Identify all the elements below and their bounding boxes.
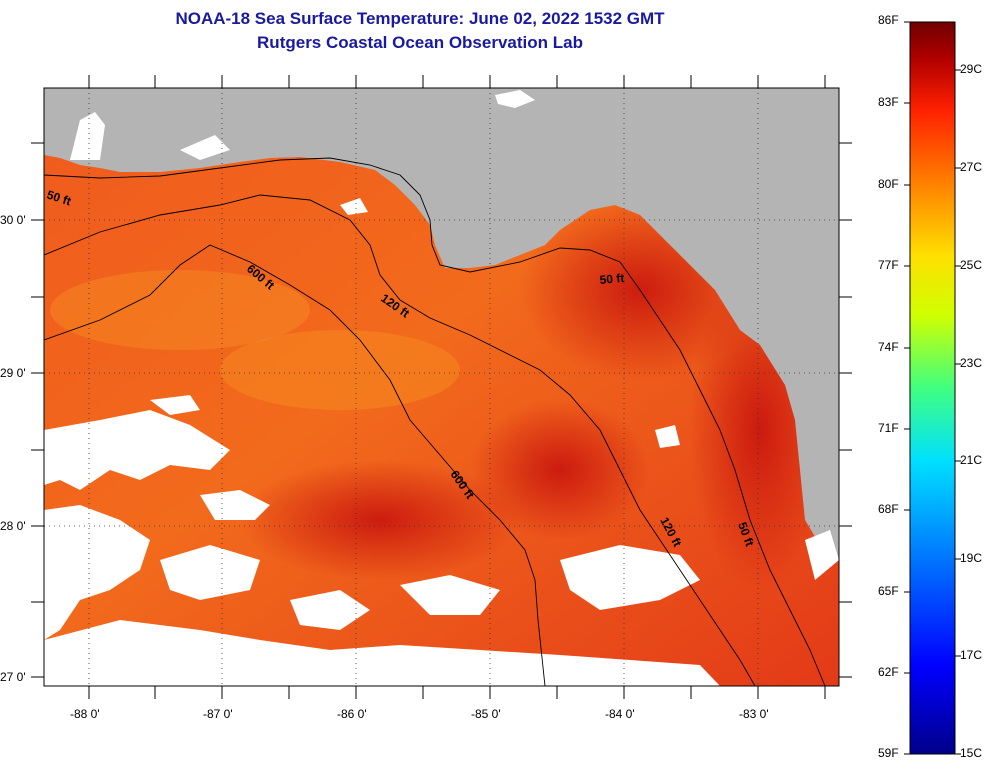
colorbar-label-c: 21C <box>960 453 983 467</box>
colorbar-label-c: 27C <box>960 160 983 174</box>
land-north <box>44 88 839 560</box>
colorbar-label-c: 19C <box>960 551 983 565</box>
lat-label: 28 0' <box>0 519 26 533</box>
colorbar-label-f: 80F <box>878 177 899 191</box>
cloud-cover <box>44 198 720 686</box>
lon-label: -86 0' <box>337 707 367 721</box>
bathymetry-contours <box>44 157 826 686</box>
colorbar-label-f: 59F <box>878 746 899 760</box>
colorbar-label-f: 62F <box>878 665 899 679</box>
colorbar-label-f: 77F <box>878 258 899 272</box>
colorbar-label-c: 29C <box>960 62 983 76</box>
lon-label: -88 0' <box>70 707 100 721</box>
colorbar-label-f: 86F <box>878 13 899 27</box>
colorbar-label-f: 74F <box>878 340 899 354</box>
contour-label: 50 ft <box>599 271 625 287</box>
warm-region <box>240 460 520 580</box>
cloud-patch <box>70 112 105 160</box>
warm-region <box>470 400 650 540</box>
colorbar-ticks <box>904 21 961 755</box>
lon-label: -83 0' <box>739 707 769 721</box>
cloud-patch <box>805 530 839 580</box>
cloud-patch <box>495 90 535 108</box>
map-frame <box>43 87 840 687</box>
map-subtitle: Rutgers Coastal Ocean Observation Lab <box>257 33 583 52</box>
lon-label: -84 0' <box>605 707 635 721</box>
lat-label: 29 0' <box>0 366 26 380</box>
warm-region <box>50 270 310 350</box>
colorbar <box>909 21 956 755</box>
colorbar-label-f: 65F <box>878 584 899 598</box>
lon-label: -87 0' <box>203 707 233 721</box>
map-title: NOAA-18 Sea Surface Temperature: June 02… <box>175 9 665 28</box>
colorbar-label-f: 71F <box>878 421 899 435</box>
colorbar-label-f: 68F <box>878 502 899 516</box>
lon-label: -85 0' <box>471 707 501 721</box>
colorbar-label-c: 23C <box>960 356 983 370</box>
cloud-patch <box>180 135 230 160</box>
colorbar-label-c: 25C <box>960 258 983 272</box>
axis-ticks <box>31 75 852 699</box>
colorbar-label-c: 17C <box>960 648 983 662</box>
lat-label: 27 0' <box>0 670 26 684</box>
lat-label: 30 0' <box>0 213 26 227</box>
warm-region <box>220 330 460 410</box>
colorbar-label-f: 83F <box>878 95 899 109</box>
colorbar-label-c: 15C <box>960 746 983 760</box>
